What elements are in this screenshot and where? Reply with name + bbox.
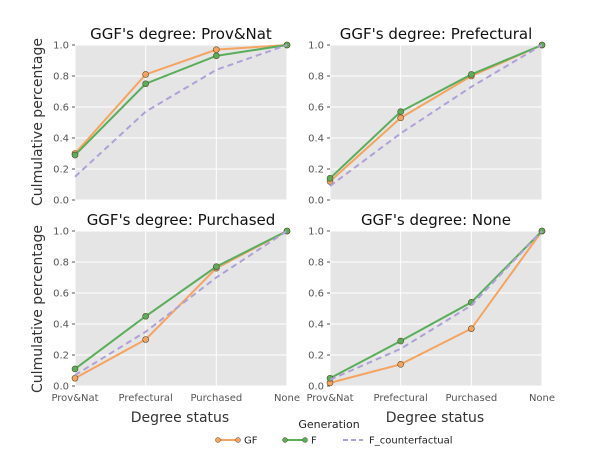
x-tick-label: None <box>529 393 555 404</box>
legend: Generation GF F F_counterfactual <box>215 418 453 447</box>
y-axis-title-bottom: Culmulative percentage <box>30 225 46 393</box>
data-point-f <box>142 312 149 320</box>
panel-title: GGF's degree: None <box>361 211 511 229</box>
x-tick-label: Prov&Nat <box>51 393 98 404</box>
y-tick-label: 0.2 <box>308 165 324 176</box>
data-point-gf <box>397 114 404 122</box>
y-tick-label: 0.2 <box>53 351 69 362</box>
series-line-f_counterfactual <box>329 44 543 187</box>
y-tick-label: 0.8 <box>308 72 324 83</box>
y-tick-label: 0.4 <box>53 134 69 145</box>
x-tick-label: Prov&Nat <box>306 393 353 404</box>
series-line-f_counterfactual <box>329 230 543 381</box>
panel-title: GGF's degree: Purchased <box>87 211 276 229</box>
x-axis-title-left: Degree status <box>131 410 229 426</box>
series-line-f_counterfactual <box>74 230 288 377</box>
panel-title: GGF's degree: Prefectural <box>340 25 533 43</box>
panel-1: 0.0 0.2 0.4 0.6 0.8 1.0 GGF's degree: Prov&Nat <box>53 25 291 207</box>
y-tick-label: 1.0 <box>53 227 69 238</box>
panels-layer: 0.0 0.2 0.4 0.6 0.8 1.0 GGF's degree: Prov&Nat… <box>51 25 555 404</box>
legend-label-f_counterfactual: F_counterfactual <box>369 436 453 447</box>
x-tick-label: Purchased <box>445 393 497 404</box>
data-point-f <box>213 263 220 270</box>
data-point-gf <box>142 71 149 78</box>
y-tick-label: 0.4 <box>308 134 324 145</box>
data-point-f <box>468 71 475 78</box>
data-point-gf <box>213 46 220 53</box>
panel-2: 0.0 0.2 0.4 0.6 0.8 1.0 GGF's degree: Prefectu… <box>308 25 546 207</box>
y-tick-label: 0.0 <box>53 196 69 207</box>
series-line-f <box>74 230 288 370</box>
y-tick-label: 1.0 <box>308 227 324 238</box>
y-tick-label: 0.6 <box>53 103 69 114</box>
y-tick-label: 0.2 <box>53 165 69 176</box>
data-point-gf <box>468 325 475 332</box>
y-tick-label: 0.6 <box>308 103 324 114</box>
legend-marker-gf <box>215 437 221 443</box>
legend-title: Generation <box>298 418 359 431</box>
data-point-f <box>71 365 79 373</box>
x-tick-label: Purchased <box>190 393 242 404</box>
series-line-f <box>329 44 543 180</box>
y-tick-label: 0.6 <box>308 289 324 300</box>
data-point-f <box>397 108 404 115</box>
series-line-f <box>74 44 288 156</box>
panel-4: 0.0 0.2 0.4 0.6 0.8 1.0 Prov&Nat Prefectural Pur… <box>306 211 555 404</box>
y-tick-label: 0.8 <box>53 258 69 269</box>
x-axis-title-right: Degree status <box>386 410 484 426</box>
y-tick-label: 0.2 <box>308 351 324 362</box>
x-tick-label: Prefectural <box>118 393 172 404</box>
panel-background <box>75 231 287 386</box>
y-tick-label: 0.4 <box>308 320 324 331</box>
series-line-gf <box>329 230 543 384</box>
data-point-f <box>326 175 334 182</box>
data-point-f <box>213 52 220 60</box>
data-point-gf <box>397 360 404 368</box>
data-point-gf <box>71 374 79 382</box>
legend-entries: GF F F_counterfactual <box>215 436 453 447</box>
legend-label-gf: GF <box>244 436 258 447</box>
data-point-f <box>397 337 404 345</box>
y-tick-label: 0.8 <box>308 258 324 269</box>
legend-label-f: F <box>311 436 317 447</box>
data-point-gf <box>142 336 149 343</box>
series-line-f <box>329 230 543 380</box>
y-tick-label: 0.0 <box>53 382 69 393</box>
series-line-gf <box>74 44 288 155</box>
x-tick-label: None <box>274 393 300 404</box>
y-tick-label: 0.6 <box>53 289 69 300</box>
series-line-f_counterfactual <box>74 44 288 178</box>
legend-marker-f <box>282 437 288 443</box>
legend-marker-f <box>302 437 308 443</box>
y-tick-label: 0.0 <box>308 196 324 207</box>
y-tick-label: 0.8 <box>53 72 69 83</box>
y-tick-label: 1.0 <box>308 41 324 52</box>
x-tick-label: Prefectural <box>373 393 427 404</box>
data-point-f <box>142 80 149 88</box>
y-tick-label: 1.0 <box>53 41 69 52</box>
legend-marker-gf <box>235 437 241 443</box>
y-tick-label: 0.0 <box>308 382 324 393</box>
y-tick-label: 0.4 <box>53 320 69 331</box>
y-axis-title-top: Culmulative percentage <box>30 38 46 206</box>
panel-background <box>330 231 542 386</box>
panel-background <box>330 45 542 200</box>
data-point-f <box>71 151 79 159</box>
panel-title: GGF's degree: Prov&Nat <box>90 25 272 43</box>
panel-3: 0.0 0.2 0.4 0.6 0.8 1.0 Prov&Nat Prefectural Pur… <box>51 211 300 404</box>
